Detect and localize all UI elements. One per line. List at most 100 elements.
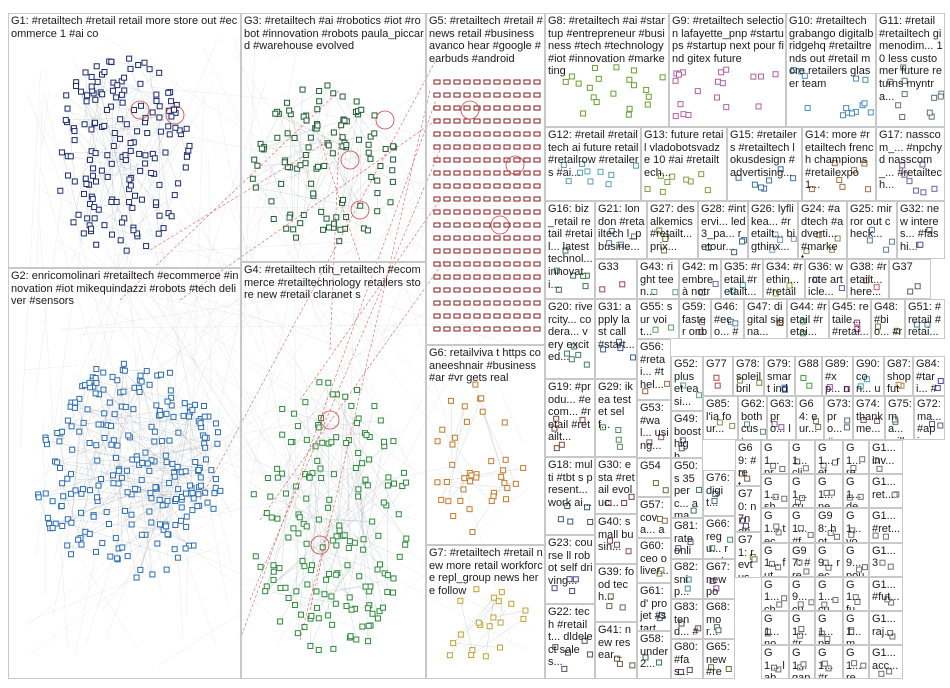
group-g34[interactable]: G34: #rethin... #retailt... bbox=[763, 259, 805, 299]
group-g70[interactable]: G70: n7n driv... bbox=[735, 486, 761, 532]
group-g72[interactable]: G72: ma... #api... bbox=[914, 396, 945, 440]
group-g4[interactable]: G4: #retailtech rtih_retailtech #ecommer… bbox=[241, 262, 426, 679]
group-g76[interactable]: G76: digit... bbox=[703, 470, 735, 516]
group-g59[interactable]: G59: faster onbo... bbox=[679, 299, 711, 339]
group-g48[interactable]: G48: #bio... #retai... bbox=[871, 299, 905, 339]
group-g22[interactable]: G22: tech #retailt... dldelect sales... bbox=[545, 604, 595, 679]
group-g12[interactable]: G12: #retail #retailtech ai future retai… bbox=[545, 127, 641, 201]
group-g1-r2c3[interactable]: G1... ne... bbox=[815, 474, 843, 509]
group-g50[interactable]: G50: s 35 perc... ama... bbox=[671, 458, 703, 518]
group-g53[interactable]: G53: #wal... using... bbox=[637, 400, 671, 458]
group-g63[interactable]: G63: pro... les... bbox=[767, 396, 796, 440]
group-g61[interactable]: G61: d' projet #start... bbox=[637, 583, 671, 631]
group-g1-r5c1[interactable]: G1... che... bbox=[761, 576, 789, 611]
group-g1-r4c5[interactable]: G1... 3 bbox=[869, 542, 903, 577]
group-g1-r7c3[interactable]: G1... #re... bbox=[815, 645, 843, 680]
group-g44[interactable]: G44: #retail #retai... bbox=[787, 299, 829, 339]
group-g23[interactable]: G23: course ll robot self driving... bbox=[545, 535, 595, 604]
group-g1-r5c3[interactable]: G1... cus... bbox=[815, 576, 843, 611]
group-g2[interactable]: G2: enricomolinari #retailtech #ecommerc… bbox=[8, 268, 241, 679]
group-g17[interactable]: G17: nasscom_... #npchyd nasscom_... #re… bbox=[876, 127, 945, 201]
group-g36[interactable]: G36: wrote article... bbox=[805, 259, 847, 299]
group-g11[interactable]: G11: #retail #retailtech gimenodim... 10… bbox=[876, 13, 945, 127]
group-g14[interactable]: G14: more #retailtech french champions #… bbox=[802, 127, 876, 201]
group-g42[interactable]: G42: membre à notre... bbox=[679, 259, 721, 299]
group-g66[interactable]: G66: regu... retai... bbox=[703, 516, 735, 559]
group-g84[interactable]: G84: #tari... #ma... bbox=[913, 356, 945, 396]
group-g69[interactable]: G69: #ret... #cs... bbox=[735, 440, 761, 486]
group-g39[interactable]: G39: food tech... bbox=[595, 564, 637, 622]
group-g1-r6c2[interactable]: G1... #re... bbox=[789, 611, 815, 646]
group-g51[interactable]: G51: #retail #retai... bbox=[905, 299, 945, 339]
group-g1-r3c1[interactable]: G1... tec... bbox=[761, 508, 789, 543]
group-g28[interactable]: G28: #intervi... led3_pa... retour... bbox=[698, 201, 748, 259]
group-g1-r6c5[interactable]: G1... raj... bbox=[869, 611, 903, 646]
group-g30[interactable]: G30: esta #retail evoluc... bbox=[595, 457, 637, 514]
group-g1-r5c5[interactable]: G1... #fut... bbox=[869, 576, 903, 611]
group-g90[interactable]: G90: con... unifi... bbox=[853, 356, 884, 396]
group-g1-r2c4[interactable]: G1... dec... bbox=[843, 474, 869, 509]
group-g87[interactable]: G87: shop futu... bbox=[884, 356, 913, 396]
group-g18[interactable]: G18: multi #tbt s present... work ai... bbox=[545, 457, 595, 535]
group-g1-r1c5[interactable]: G1... inv... bbox=[869, 440, 903, 475]
group-g74[interactable]: G74: thankme... ma... bbox=[853, 396, 885, 440]
group-g41[interactable]: G41: new resear... bbox=[595, 622, 637, 679]
group-g29[interactable]: G29: ikea testet self... bbox=[595, 379, 637, 457]
group-g56[interactable]: G56: #retai... #thel... bbox=[637, 339, 671, 400]
group-g13[interactable]: G13: future retail vladobotsvadze 10 #ai… bbox=[641, 127, 727, 201]
group-g52[interactable]: G52: plus et easi... bbox=[671, 356, 703, 411]
group-g49[interactable]: G49: boost high... bbox=[671, 411, 703, 458]
group-g9z[interactable]: G9... cus... bbox=[789, 576, 815, 611]
group-g1-r2c2[interactable]: G1... cus... bbox=[789, 474, 815, 509]
group-g98[interactable]: G98: hot... bbox=[815, 508, 843, 543]
group-g9x[interactable]: G9... rec... bbox=[815, 542, 843, 577]
group-g60[interactable]: G60: ceo oliver... bbox=[637, 538, 671, 583]
group-g3[interactable]: G3: #retailtech #ai #robotics #iot #robo… bbox=[241, 13, 426, 262]
group-g65[interactable]: G65: new #ret... bbox=[703, 639, 735, 679]
group-g19[interactable]: G19: #produ... #ecom... #retail #retailt… bbox=[545, 379, 595, 457]
group-g31[interactable]: G31: apply last call #start... bbox=[595, 299, 637, 379]
group-g10[interactable]: G10: #retailtech grabango digitalbridgeh… bbox=[786, 13, 876, 127]
group-g1[interactable]: G1: #retailtech #retail retail more stor… bbox=[8, 13, 241, 268]
group-g20[interactable]: G20: rivercity... codera... very excited… bbox=[545, 299, 595, 379]
group-g1-r3c2[interactable]: G1... #fa... bbox=[789, 508, 815, 543]
group-g27[interactable]: G27: des alkemics #retailt... prix... bbox=[647, 201, 698, 259]
group-g35[interactable]: G35: #retail #retailt... bbox=[721, 259, 763, 299]
group-g57[interactable]: G57: cova... avail... bbox=[637, 497, 671, 538]
group-g38[interactable]: G38: #retailt... here... bbox=[847, 259, 889, 299]
group-g8[interactable]: G8: #retailtech #ai #startup #entreprene… bbox=[545, 13, 669, 127]
group-g79[interactable]: G79: smart indu... bbox=[764, 356, 795, 396]
group-g9y[interactable]: G9... pour bbox=[843, 542, 869, 577]
group-g6[interactable]: G6: retailviva t https co aneeshnair #bu… bbox=[426, 345, 545, 545]
group-g1-r6c1[interactable]: G1... no... bbox=[761, 611, 789, 646]
group-g58[interactable]: G58: under 2... bbox=[637, 631, 671, 679]
group-g67[interactable]: G67: new pod... bbox=[703, 559, 735, 599]
group-g1-r2c1[interactable]: G1... sh... bbox=[761, 474, 789, 509]
group-g47[interactable]: G47: digital signa... bbox=[744, 299, 787, 339]
group-g75[interactable]: G75: ma... milli... bbox=[885, 396, 914, 440]
group-g1-r3c5[interactable]: G1... #ret... bbox=[869, 508, 903, 543]
group-g9[interactable]: G9: #retailtech selection lafayette_pnp … bbox=[669, 13, 786, 127]
group-g80[interactable]: G80: #fas... bbox=[671, 639, 703, 679]
group-g71[interactable]: G71: revt use... bbox=[735, 532, 761, 578]
group-g15[interactable]: G15: #retailers #retailtech lokusdesign … bbox=[727, 127, 802, 201]
group-g1-r7c4[interactable]: G1... ret... bbox=[843, 645, 869, 680]
group-g1-r1c2[interactable]: G1... clic... bbox=[789, 440, 815, 475]
group-g1-r6c3[interactable]: G1... pe... bbox=[815, 611, 843, 646]
group-g46[interactable]: G46: #eco... #retai... bbox=[711, 299, 744, 339]
group-g37[interactable]: G37 bbox=[889, 259, 931, 299]
group-g81[interactable]: G81: rate onlin... bbox=[671, 518, 703, 559]
group-g7[interactable]: G7: #retailtech #retail new more retail … bbox=[426, 545, 545, 679]
group-g73[interactable]: G73: pro... #re... bbox=[824, 396, 853, 440]
group-g1-r3c4[interactable]: G1... vo... bbox=[843, 508, 869, 543]
group-g88[interactable]: G88 bbox=[795, 356, 822, 396]
group-g45[interactable]: G45: retaile... #retai... bbox=[829, 299, 871, 339]
group-g1-r7c1[interactable]: G1... lab... bbox=[761, 645, 789, 680]
group-g82[interactable]: G82: snip... metr... bbox=[671, 559, 703, 599]
group-g68[interactable]: G68: mor... bbox=[703, 599, 735, 639]
group-g97[interactable]: G97: #re... bbox=[789, 542, 815, 577]
group-g33[interactable]: G33 bbox=[595, 259, 637, 299]
group-g1-r7c5[interactable]: G1... acc... bbox=[869, 645, 903, 680]
group-g1-r2c5[interactable]: G1... ret... bbox=[869, 474, 903, 509]
group-g21[interactable]: G21: london #retailtech l_pbusine... bbox=[595, 201, 647, 259]
